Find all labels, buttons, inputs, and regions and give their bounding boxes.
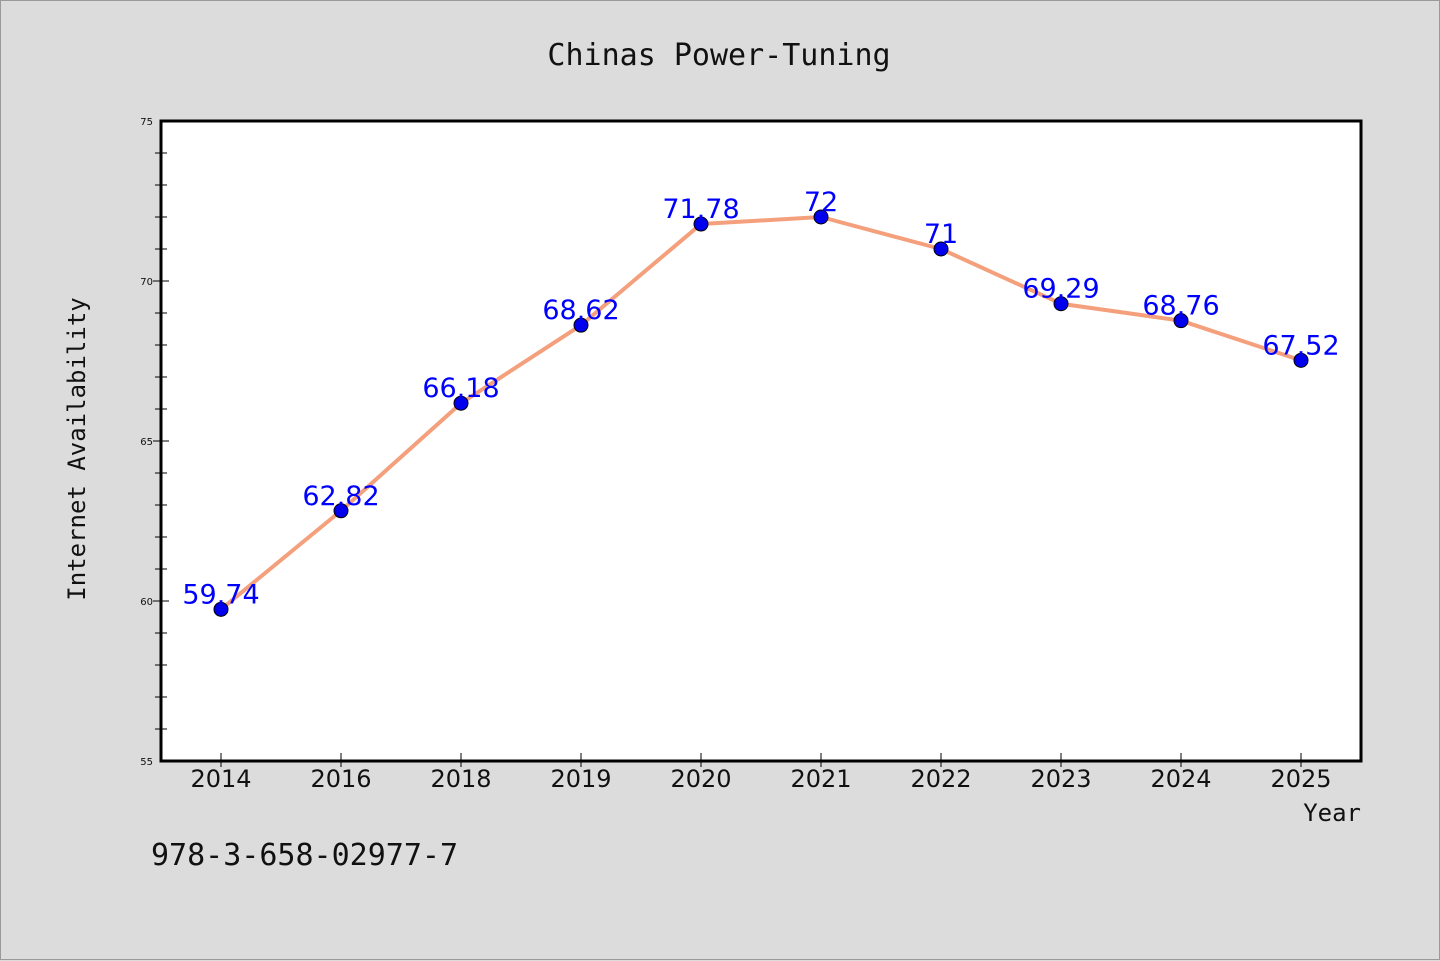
data-point	[1173, 313, 1189, 329]
x-tick-label: 2025	[1270, 765, 1331, 793]
x-axis: 2014 2016 2018 2019 2020 2021 2022 2023 2024 2025	[190, 753, 1332, 793]
x-tick-label: 2016	[310, 765, 371, 793]
data-point	[1053, 296, 1069, 312]
data-label: 67.52	[1262, 330, 1339, 361]
data-label: 69.29	[1022, 274, 1099, 305]
x-tick-label: 2022	[910, 765, 971, 793]
x-tick-label: 2014	[190, 765, 251, 793]
data-point	[573, 317, 589, 333]
data-label: 66.18	[422, 373, 499, 404]
isbn-text: 978-3-658-02977-7	[151, 838, 458, 873]
x-tick-label: 2018	[430, 765, 491, 793]
data-point	[333, 503, 349, 519]
data-label: 68.76	[1142, 291, 1219, 322]
y-tick-label: 55	[140, 757, 153, 768]
data-point	[933, 241, 949, 257]
plot-area	[161, 121, 1361, 761]
x-tick-label: 2019	[550, 765, 611, 793]
data-point	[813, 209, 829, 225]
x-axis-label: Year	[1303, 799, 1361, 827]
data-label: 59.74	[182, 579, 259, 610]
x-tick-label: 2023	[1030, 765, 1091, 793]
data-label: 72	[804, 187, 838, 218]
plot-frame	[159, 119, 1363, 763]
y-tick-label: 75	[140, 117, 153, 128]
y-axis: 55 60 65 70 75	[140, 117, 169, 768]
y-tick-label: 65	[140, 437, 153, 448]
y-axis-label: Internet Availability	[63, 297, 91, 600]
y-tick-label: 60	[140, 597, 153, 608]
data-label: 71.78	[662, 194, 739, 225]
chart-title: Chinas Power-Tuning	[547, 38, 890, 73]
data-point	[453, 395, 469, 411]
x-tick-label: 2020	[670, 765, 731, 793]
data-point	[693, 216, 709, 232]
y-tick-label: 70	[140, 277, 153, 288]
x-tick-label: 2024	[1150, 765, 1211, 793]
series-layer: 59.74 62.82 66.18 68.62 71.78 72 71 69.29 68.76 6…	[182, 187, 1340, 617]
data-label: 71	[924, 219, 958, 250]
series-line	[219, 215, 1302, 611]
data-label: 68.62	[542, 295, 619, 326]
data-point	[1293, 352, 1309, 368]
data-label: 62.82	[302, 481, 379, 512]
data-point	[213, 601, 229, 617]
x-tick-label: 2021	[790, 765, 851, 793]
